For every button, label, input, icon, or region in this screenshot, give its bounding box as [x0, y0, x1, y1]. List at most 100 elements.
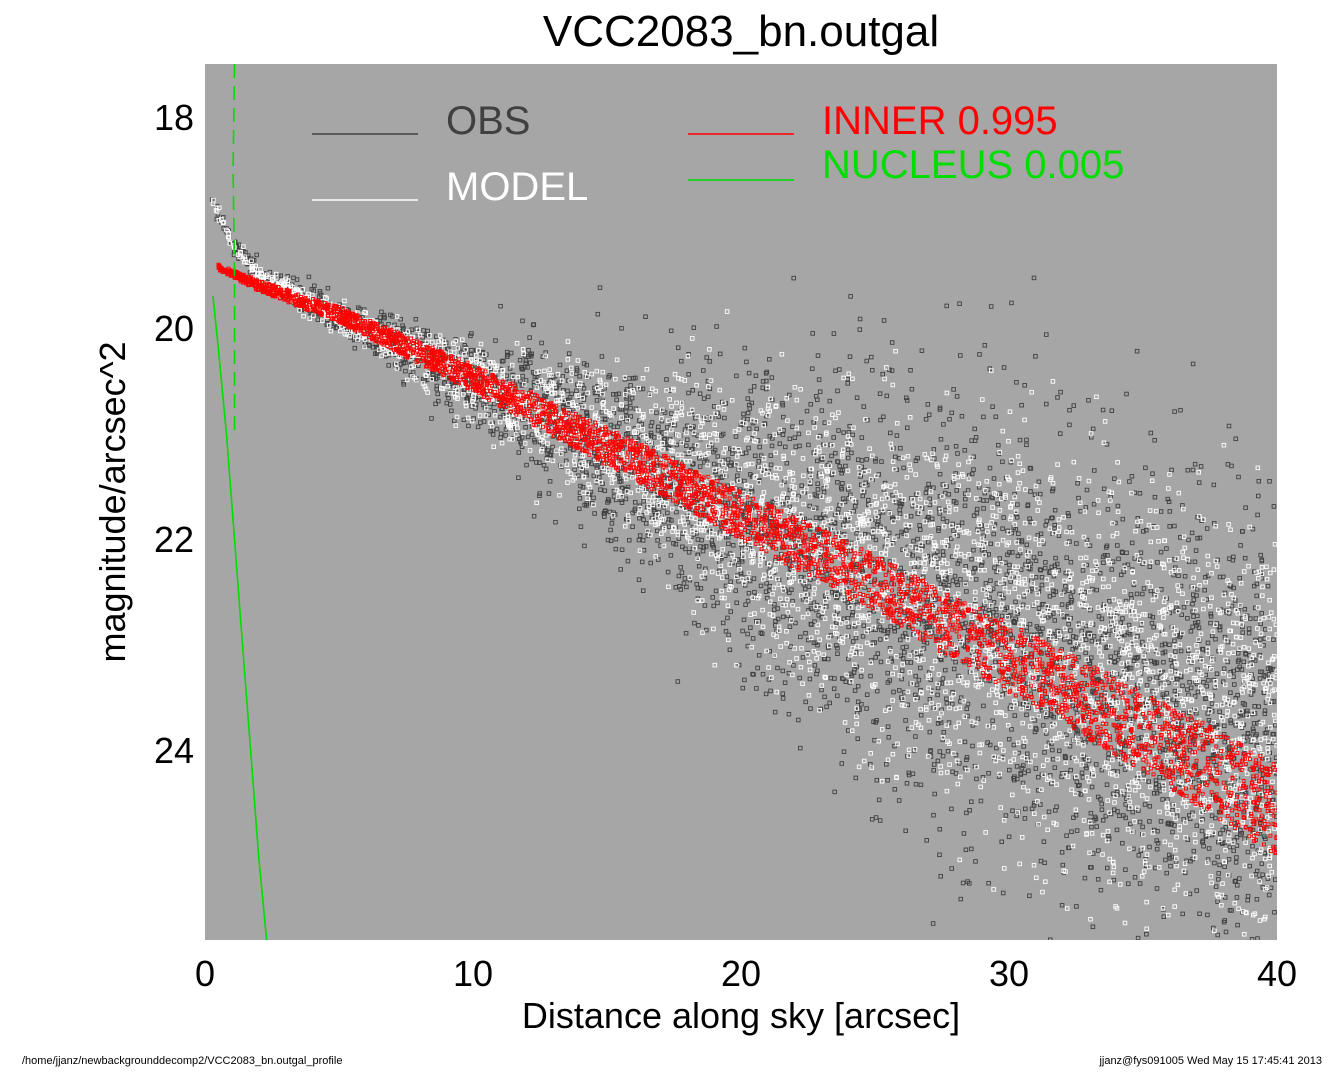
data-point	[1209, 813, 1215, 818]
data-point	[1065, 511, 1071, 516]
data-point	[965, 701, 971, 707]
data-point	[1211, 482, 1217, 488]
data-point	[1271, 637, 1276, 642]
data-point	[1197, 911, 1202, 917]
data-point	[1222, 634, 1228, 640]
data-point	[764, 581, 769, 586]
data-point	[1105, 507, 1111, 512]
data-point	[574, 388, 579, 394]
data-point	[787, 504, 793, 510]
data-point	[1100, 818, 1106, 823]
data-point	[1217, 627, 1223, 633]
data-point	[1120, 616, 1125, 621]
data-point	[1012, 713, 1018, 718]
data-point	[1001, 515, 1006, 520]
data-point	[940, 516, 946, 522]
data-point	[1036, 774, 1041, 780]
data-point	[1124, 796, 1129, 801]
data-point	[1215, 854, 1220, 860]
data-point	[1265, 876, 1271, 881]
data-point	[1118, 620, 1123, 626]
data-point	[1220, 827, 1226, 833]
data-point	[636, 577, 642, 582]
data-point	[1162, 641, 1168, 647]
data-point	[564, 368, 570, 373]
data-point	[941, 422, 946, 427]
data-point	[988, 541, 993, 547]
data-point	[767, 583, 772, 589]
data-point	[904, 395, 909, 401]
data-point	[1114, 827, 1120, 833]
data-point	[946, 720, 952, 725]
data-point	[953, 659, 958, 665]
data-point	[727, 647, 733, 653]
data-point	[674, 509, 679, 515]
data-point	[1144, 931, 1149, 937]
data-point	[944, 303, 949, 309]
data-point	[1168, 863, 1173, 869]
data-point	[1058, 431, 1063, 436]
data-point	[1036, 479, 1042, 485]
data-point	[858, 482, 864, 488]
data-point	[999, 839, 1004, 845]
data-point	[962, 739, 968, 745]
data-point	[1115, 503, 1121, 509]
data-point	[1008, 703, 1014, 708]
data-point	[988, 578, 993, 583]
data-point	[981, 703, 986, 709]
data-point	[1036, 586, 1042, 591]
data-point	[1086, 398, 1091, 403]
data-point	[433, 401, 438, 407]
data-point	[1218, 831, 1223, 836]
data-point	[996, 442, 1001, 448]
data-point	[714, 324, 719, 329]
data-point	[903, 718, 908, 723]
data-point	[1025, 751, 1030, 757]
data-point	[669, 411, 674, 416]
data-point	[686, 390, 691, 396]
data-point	[1083, 623, 1089, 629]
data-point	[964, 755, 970, 760]
data-point	[742, 677, 747, 683]
data-point	[1067, 407, 1072, 413]
data-point	[1167, 509, 1173, 514]
data-point	[1107, 599, 1112, 604]
data-point	[1256, 478, 1262, 484]
data-point	[651, 507, 656, 513]
data-point	[1186, 537, 1191, 543]
data-point	[1232, 879, 1238, 884]
data-point	[1040, 682, 1046, 688]
data-point	[813, 505, 819, 511]
data-point	[582, 543, 587, 549]
data-point	[1029, 578, 1034, 583]
data-point	[873, 459, 878, 464]
data-point	[523, 358, 529, 363]
data-point	[676, 573, 682, 579]
data-point	[1071, 815, 1076, 820]
data-point	[754, 686, 759, 691]
data-point	[904, 528, 909, 533]
data-point	[1136, 853, 1142, 858]
data-point	[1089, 824, 1094, 830]
data-point	[973, 577, 979, 582]
data-point	[881, 318, 887, 323]
data-point	[855, 699, 861, 705]
data-point	[609, 521, 615, 526]
data-point	[741, 411, 746, 417]
data-point	[1126, 881, 1131, 886]
data-point	[842, 517, 848, 523]
data-point	[1076, 621, 1082, 626]
data-point	[594, 398, 600, 403]
data-point	[715, 600, 720, 606]
data-point	[932, 456, 937, 461]
data-point	[941, 730, 947, 735]
data-point	[1000, 459, 1005, 465]
data-point	[673, 542, 679, 547]
data-point	[864, 482, 870, 488]
data-point	[1169, 664, 1175, 669]
data-point	[746, 445, 751, 451]
data-point	[1073, 812, 1079, 818]
data-point	[1158, 549, 1164, 555]
data-point	[853, 635, 859, 641]
